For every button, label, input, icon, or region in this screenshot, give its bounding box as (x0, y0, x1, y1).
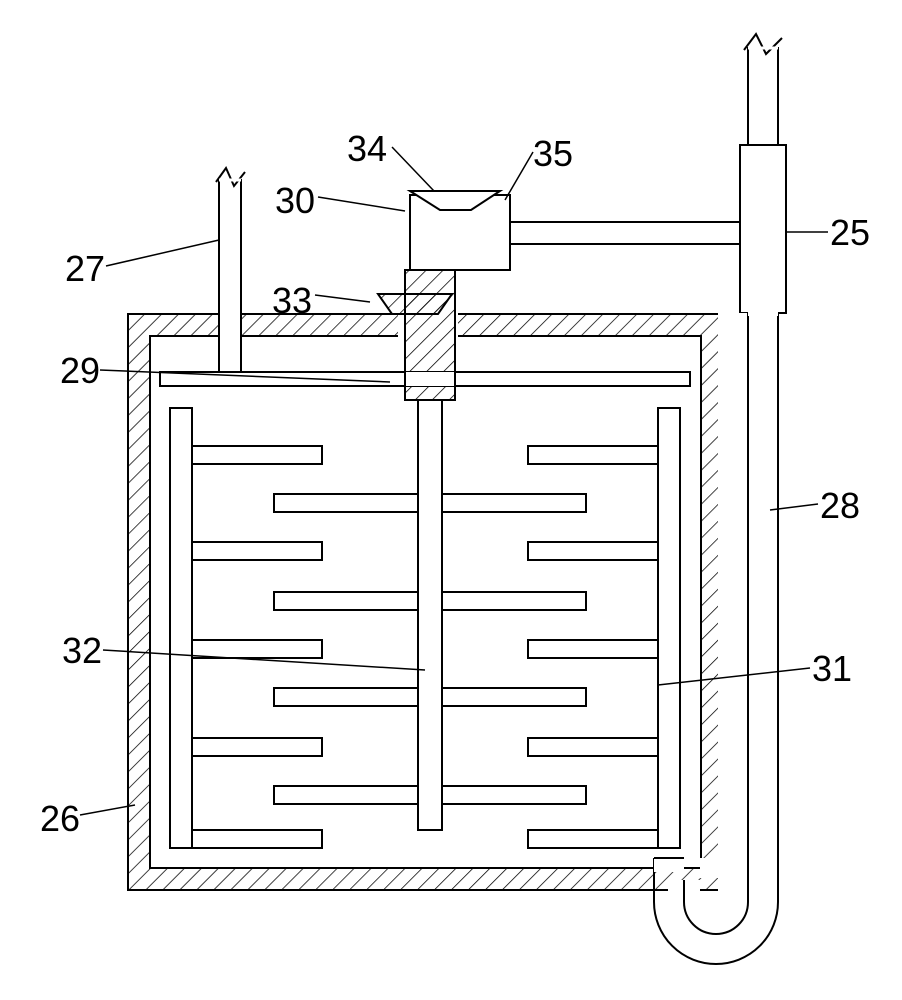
label-31: 31 (812, 648, 852, 690)
label-26: 26 (40, 798, 80, 840)
inlet-pipe-27 (216, 168, 245, 372)
shaft-30 (398, 270, 458, 830)
label-33: 33 (272, 280, 312, 322)
label-30: 30 (275, 180, 315, 222)
unit-25 (740, 145, 786, 313)
label-32: 32 (62, 630, 102, 672)
label-35: 35 (533, 133, 573, 175)
top-pipe (744, 34, 782, 145)
label-28: 28 (820, 485, 860, 527)
stopper-33 (378, 294, 452, 314)
label-29: 29 (60, 350, 100, 392)
label-25: 25 (830, 212, 870, 254)
engineering-diagram (0, 0, 902, 1000)
label-34: 34 (347, 128, 387, 170)
connector-bar (510, 222, 740, 244)
label-27: 27 (65, 248, 105, 290)
